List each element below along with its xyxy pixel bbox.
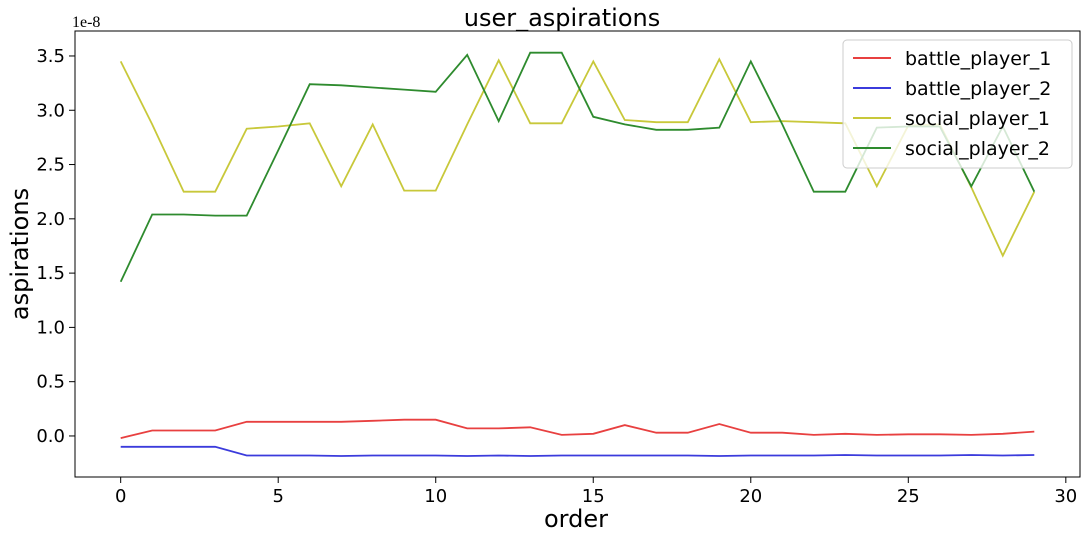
y-tick-label: 2.5 — [36, 155, 65, 176]
legend-label: battle_player_1 — [905, 48, 1051, 70]
x-tick-label: 20 — [739, 486, 762, 507]
y-tick-label: 0.0 — [36, 426, 65, 447]
offset-text: 1e-8 — [72, 14, 100, 31]
y-axis-label: aspirations — [6, 188, 34, 320]
chart-title: user_aspirations — [464, 4, 661, 32]
series-line — [119, 57, 1036, 258]
legend-label: social_player_1 — [905, 108, 1050, 130]
y-tick-label: 3.5 — [36, 46, 65, 67]
legend-box — [842, 39, 1073, 169]
y-tick-label: 0.5 — [36, 372, 65, 393]
x-axis-label: order — [544, 505, 608, 533]
x-tick-label: 0 — [115, 486, 126, 507]
legend-label: social_player_2 — [905, 138, 1050, 160]
series-line — [120, 445, 1035, 457]
y-tick-label: 3.0 — [36, 100, 65, 121]
y-tick-label: 1.5 — [36, 263, 65, 284]
series-line — [120, 418, 1035, 439]
x-tick-label: 15 — [582, 486, 605, 507]
x-tick-label: 5 — [272, 486, 283, 507]
y-tick-label: 2.0 — [36, 209, 65, 230]
x-tick-label: 25 — [897, 486, 920, 507]
x-tick-label: 30 — [1054, 486, 1077, 507]
legend-label: battle_player_2 — [905, 78, 1051, 100]
plot-frame — [74, 30, 1081, 478]
y-tick-label: 1.0 — [36, 317, 65, 338]
x-tick-label: 10 — [424, 486, 447, 507]
